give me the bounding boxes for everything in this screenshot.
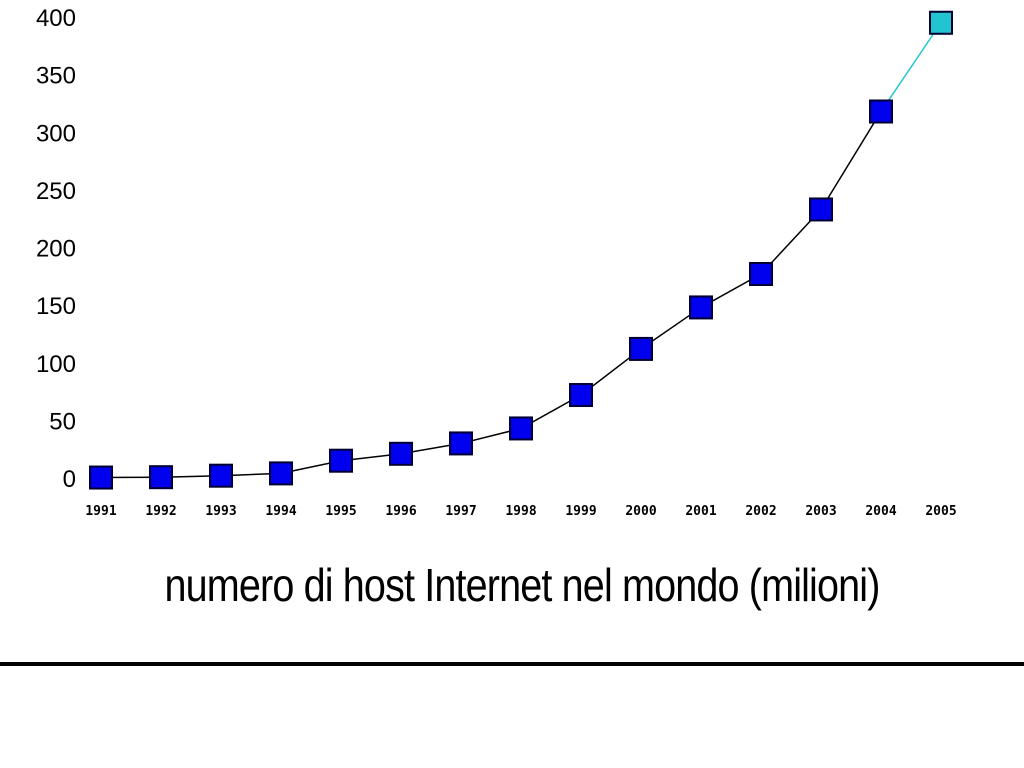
y-tick-label: 150 — [36, 293, 76, 320]
chart-caption: numero di host Internet nel mondo (milio… — [164, 559, 880, 611]
y-tick-label: 50 — [49, 408, 76, 435]
data-point — [509, 416, 533, 441]
data-point — [869, 99, 893, 124]
x-tick-label: 2005 — [925, 504, 956, 519]
projected-data-point — [929, 10, 953, 35]
x-tick-label: 1993 — [205, 504, 236, 519]
data-point — [89, 465, 113, 490]
y-axis-tick-labels: 0 50 100 150 200 250 300 350 400 — [36, 5, 76, 493]
data-point — [389, 441, 413, 466]
x-tick-label: 2003 — [805, 504, 836, 519]
x-axis-tick-labels: 1991 1992 1993 1994 1995 1996 1997 1998 1999 2000… — [85, 504, 956, 519]
data-point — [689, 295, 713, 320]
x-tick-label: 1994 — [265, 504, 296, 519]
data-point — [449, 431, 473, 456]
x-tick-label: 1992 — [145, 504, 176, 519]
x-tick-label: 1997 — [445, 504, 476, 519]
x-tick-label: 2002 — [745, 504, 776, 519]
y-tick-label: 100 — [36, 351, 76, 378]
series-line — [100, 22, 942, 479]
data-point — [149, 465, 173, 490]
data-point — [569, 383, 593, 408]
y-tick-label: 400 — [36, 5, 76, 32]
x-tick-label: 1998 — [505, 504, 536, 519]
data-point — [269, 461, 293, 486]
y-tick-label: 350 — [36, 63, 76, 90]
line-segment — [820, 111, 882, 210]
data-point — [209, 463, 233, 488]
data-point — [629, 336, 653, 361]
x-tick-label: 1995 — [325, 504, 356, 519]
y-tick-label: 300 — [36, 120, 76, 147]
horizontal-divider — [0, 662, 1024, 666]
y-tick-label: 0 — [63, 466, 76, 493]
x-tick-label: 2000 — [625, 504, 656, 519]
projected-line-segment — [880, 22, 942, 112]
x-tick-label: 2001 — [685, 504, 716, 519]
y-tick-label: 250 — [36, 178, 76, 205]
x-tick-label: 2004 — [865, 504, 896, 519]
series-markers — [89, 10, 953, 490]
data-point — [749, 262, 773, 287]
x-tick-label: 1999 — [565, 504, 596, 519]
data-point — [809, 197, 833, 222]
y-tick-label: 200 — [36, 236, 76, 263]
x-tick-label: 1991 — [85, 504, 116, 519]
x-tick-label: 1996 — [385, 504, 416, 519]
data-point — [329, 448, 353, 473]
